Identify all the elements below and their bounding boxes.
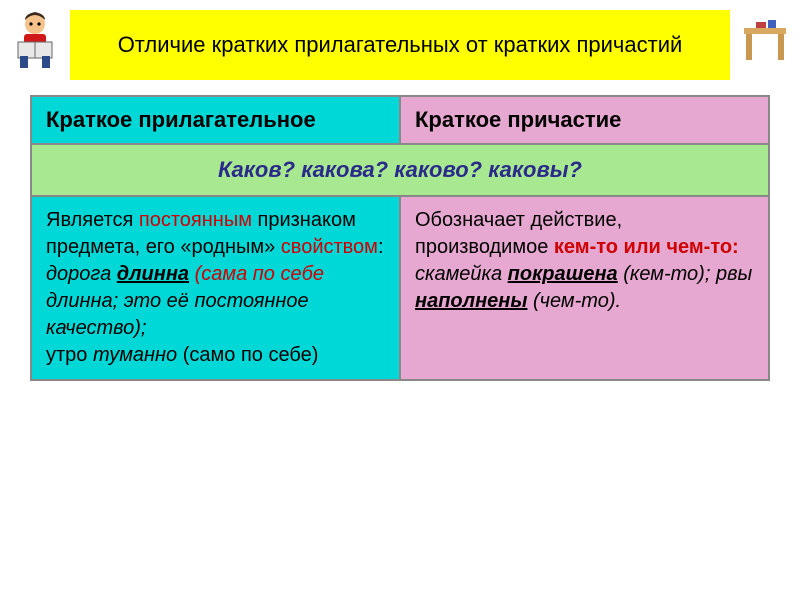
comparison-table: Краткое прилагательное Краткое причастие…: [30, 95, 770, 381]
page-title: Отличие кратких прилагательных от кратки…: [70, 10, 730, 80]
text-highlight: свойством: [281, 236, 378, 258]
text-emphasis: туманно: [93, 344, 177, 366]
question-cell: Каков? какова? каково? каковы?: [31, 144, 769, 196]
text: (чем-то).: [527, 290, 621, 312]
desk-icon: [740, 20, 790, 65]
text-emphasis: покрашена: [508, 263, 618, 285]
text: утро: [46, 344, 93, 366]
header-right-cell: Краткое причастие: [400, 96, 769, 144]
text: рвы: [710, 263, 752, 285]
text: (кем-то);: [618, 263, 711, 285]
text: (само по себе): [177, 344, 318, 366]
text: :: [378, 236, 384, 258]
body-left-cell: Является постоянным признаком предмета, …: [31, 196, 400, 380]
question-row: Каков? какова? каково? каковы?: [31, 144, 769, 196]
text: дорога: [46, 263, 117, 285]
body-right-cell: Обозначает действие, производимое кем-то…: [400, 196, 769, 380]
text-highlight: постоянным: [139, 209, 252, 231]
body-row: Является постоянным признаком предмета, …: [31, 196, 769, 380]
header-row: Краткое прилагательное Краткое причастие: [31, 96, 769, 144]
text-highlight: (сама по себе: [189, 263, 324, 285]
text-emphasis: наполнены: [415, 290, 527, 312]
header-left-cell: Краткое прилагательное: [31, 96, 400, 144]
text: скамейка: [415, 263, 508, 285]
text: длинна; это её постоянное качество);: [46, 290, 309, 339]
boy-reading-icon: [10, 10, 60, 70]
text-highlight: кем-то или чем-то:: [554, 236, 739, 258]
text-emphasis: длинна: [117, 263, 189, 285]
text: Является: [46, 209, 139, 231]
